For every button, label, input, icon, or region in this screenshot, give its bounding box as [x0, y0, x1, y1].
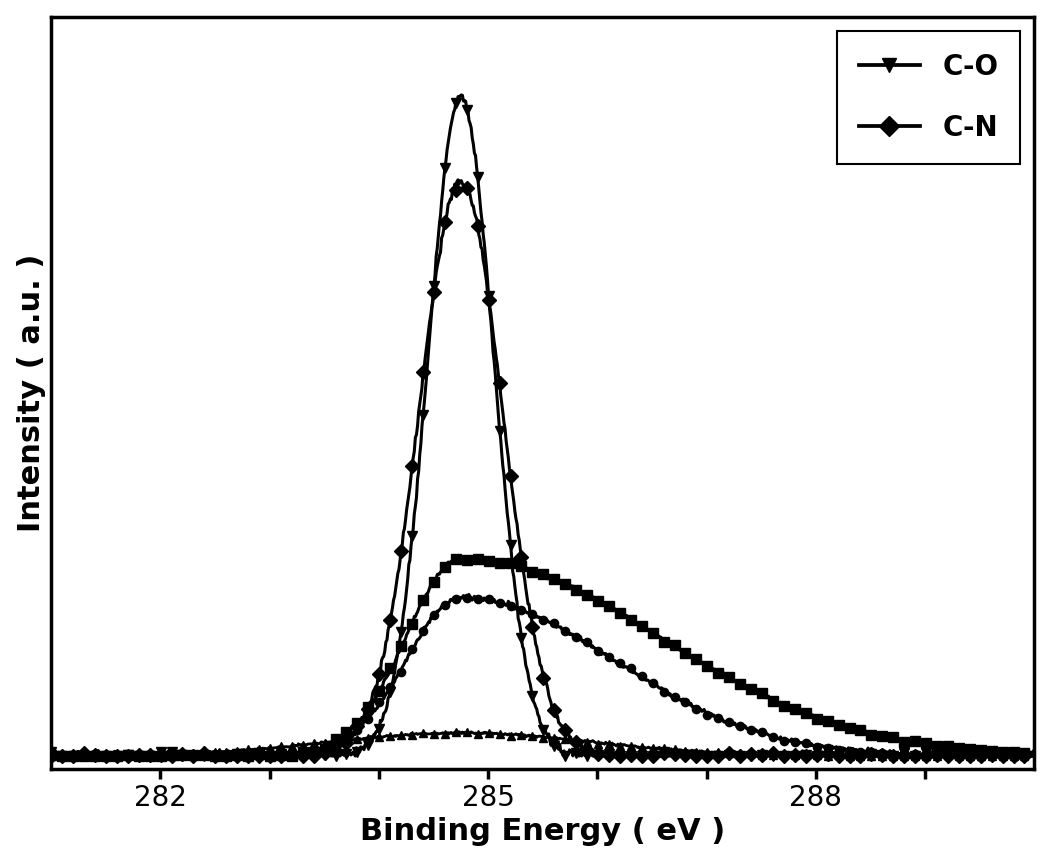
X-axis label: Binding Energy ( eV ): Binding Energy ( eV ) — [360, 817, 725, 847]
Y-axis label: Intensity ( a.u. ): Intensity ( a.u. ) — [17, 254, 45, 532]
Legend: C-O, C-N: C-O, C-N — [837, 30, 1021, 164]
